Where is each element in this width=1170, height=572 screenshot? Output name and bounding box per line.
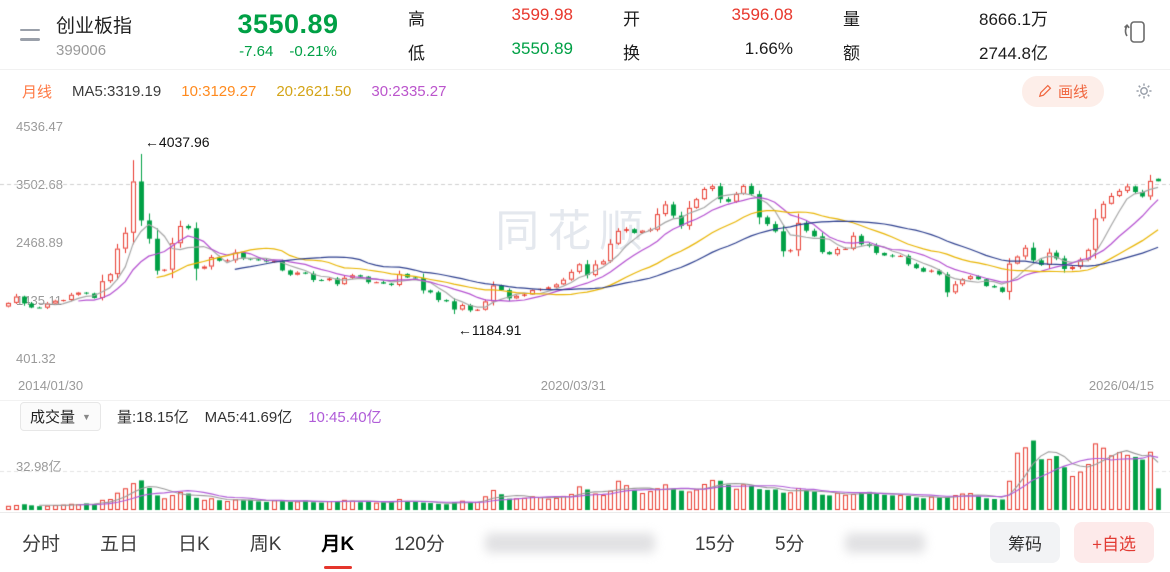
stat-label: 换 (623, 44, 640, 63)
pencil-icon (1038, 84, 1052, 98)
tab-周K[interactable]: 周K (249, 534, 282, 555)
change-percent: -0.21% (289, 43, 337, 60)
menu-icon[interactable] (20, 28, 44, 41)
stat-row: 开 3596.08 (623, 5, 793, 30)
x-label-middle: 2020/03/31 (540, 378, 606, 393)
stat-label: 高 (408, 10, 425, 29)
stat-column: 开 3596.08 换 1.66% (623, 5, 793, 64)
current-price: 3550.89 (237, 9, 339, 39)
ma-legend-item: 30:2335.27 (371, 82, 447, 100)
rotate-screen-icon[interactable] (1120, 17, 1150, 52)
x-label-end: 2026/04/15 (1088, 378, 1154, 393)
chevron-down-icon: ▼ (82, 411, 91, 422)
kline-chart[interactable]: 同花顺 4536.473502.682468.891435.11401.32 ←… (0, 112, 1170, 374)
draw-line-button[interactable]: 画线 (1021, 75, 1104, 107)
stat-row: 换 1.66% (623, 39, 793, 64)
kline-canvas[interactable] (0, 112, 1170, 374)
volume-legend-item: 10:45.40亿 (308, 409, 382, 426)
ma-legend-item: 20:2621.50 (276, 82, 352, 100)
stat-value: 8666.1万 (979, 10, 1048, 29)
price-change: -7.64 -0.21% (218, 43, 358, 60)
index-name: 创业板指 (56, 15, 133, 37)
stat-row: 额 2744.8亿 (843, 39, 1048, 64)
stat-value: 3599.98 (511, 5, 573, 24)
ma-legend-item: 10:3129.27 (181, 82, 257, 100)
volume-canvas[interactable] (0, 432, 1170, 512)
tab-buttons: 筹码 +自选 (990, 522, 1154, 563)
tab-日K[interactable]: 日K (178, 534, 210, 555)
tab-分时[interactable]: 分时 (22, 534, 61, 555)
stat-label: 量 (843, 10, 860, 29)
tab-120分[interactable]: 120分 (394, 534, 445, 555)
chips-button[interactable]: 筹码 (990, 522, 1061, 563)
tab-15分[interactable]: 15分 (694, 534, 735, 555)
stat-row: 低 3550.89 (408, 39, 573, 64)
volume-legend-item: MA5:41.69亿 (204, 409, 293, 426)
volume-indicator-select[interactable]: 成交量 ▼ (20, 402, 101, 431)
stat-column: 量 8666.1万额 2744.8亿 (843, 5, 1048, 64)
volume-select-label: 成交量 (30, 409, 76, 426)
blurred-tab (484, 532, 655, 553)
stat-label: 低 (408, 44, 425, 63)
stat-label: 额 (843, 44, 860, 63)
blurred-tab (844, 532, 925, 553)
stat-value: 3596.08 (731, 5, 793, 24)
index-name-block[interactable]: 创业板指 399006 (56, 11, 148, 59)
add-watchlist-button[interactable]: +自选 (1074, 522, 1154, 563)
stat-column: 高 3599.98 低 3550.89 (408, 5, 573, 64)
chart-annotation: ←1184.91 (457, 322, 522, 339)
volume-chart[interactable]: 32.98亿 (0, 432, 1170, 512)
settings-gear-icon[interactable] (1134, 81, 1154, 101)
stat-label: 开 (623, 10, 640, 29)
x-axis: 2014/01/30 2020/03/31 2026/04/15 (0, 374, 1170, 400)
price-block: 3550.89 -7.64 -0.21% (218, 9, 358, 60)
volume-legend-item: 量:18.15亿 (116, 409, 189, 426)
x-label-start: 2014/01/30 (18, 378, 84, 393)
stat-value: 1.66% (744, 39, 793, 58)
ma-legend-row: 月线 MA5:3319.19 10:3129.27 20:2621.50 30:233… (0, 70, 1170, 112)
bottom-tab-bar: 分时 五日 日K 周K 月K 120分 15分 5分 筹码 +自选 (0, 512, 1170, 572)
stat-value: 2744.8亿 (979, 44, 1048, 63)
period-tabs: 分时 五日 日K 周K 月K 120分 15分 5分 (22, 529, 925, 556)
stat-row: 高 3599.98 (408, 5, 573, 30)
tab-5分[interactable]: 5分 (774, 534, 805, 555)
period-label: 月线 (22, 83, 53, 101)
volume-header: 成交量 ▼ 量:18.15亿 MA5:41.69亿 10:45.40亿 (0, 400, 1170, 432)
ma-legend-item: MA5:3319.19 (72, 82, 162, 100)
ma-legend-items: MA5:3319.19 10:3129.27 20:2621.50 30:2335.2… (72, 83, 446, 100)
change-value: -7.64 (239, 43, 274, 60)
header-stats: 高 3599.98 低 3550.89 开 3596.08 换 1.66% 量 8666.1万额 2… (358, 5, 1048, 64)
tab-月K[interactable]: 月K (321, 529, 354, 556)
stat-value: 3550.89 (511, 39, 573, 58)
index-code: 399006 (56, 41, 107, 59)
volume-legend-items: 量:18.15亿 MA5:41.69亿 10:45.40亿 (117, 406, 382, 427)
draw-line-label: 画线 (1057, 83, 1088, 101)
chart-annotation: ←4037.96 (144, 133, 210, 150)
header: 创业板指 399006 3550.89 -7.64 -0.21% 高 3599.9… (0, 0, 1170, 70)
tab-五日[interactable]: 五日 (100, 534, 139, 555)
volume-axis-label: 32.98亿 (16, 458, 62, 474)
stat-row: 量 8666.1万 (843, 5, 1048, 30)
